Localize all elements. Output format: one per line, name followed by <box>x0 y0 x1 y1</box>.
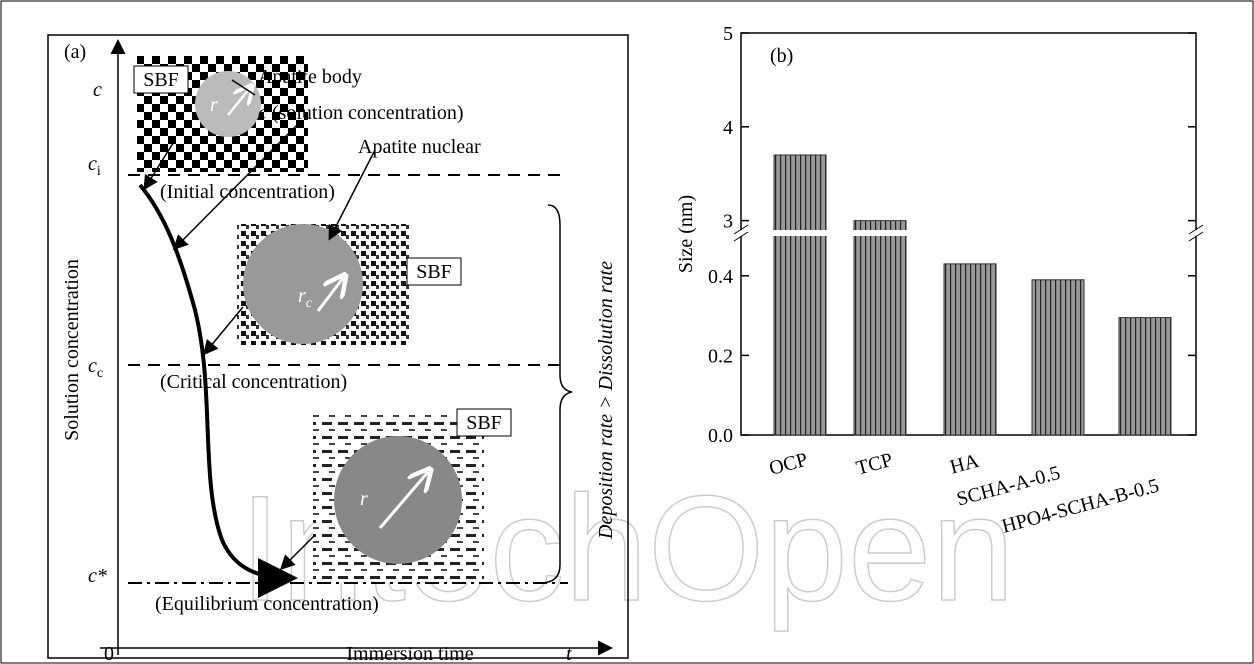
sbf-label: SBF <box>143 69 179 91</box>
y-tick-label: 5 <box>723 23 733 45</box>
y-tick-label: 3 <box>723 211 733 233</box>
break-mark <box>1188 224 1204 235</box>
panel-frame <box>47 34 629 659</box>
sbf-label: SBF <box>416 261 452 283</box>
y-tick-label: 0.0 <box>708 425 733 447</box>
bar <box>853 220 907 436</box>
radius-label: rc <box>298 285 313 311</box>
pointer <box>231 79 256 96</box>
break-mark <box>1188 231 1204 242</box>
radius-label: r <box>210 94 218 116</box>
apatite-circle <box>195 71 261 137</box>
bar <box>943 263 997 436</box>
radius-arrow <box>378 472 428 529</box>
bar <box>773 154 827 436</box>
apatite-circle <box>243 224 363 344</box>
apatite-circle <box>334 436 462 564</box>
bar <box>1118 317 1172 436</box>
pointer <box>172 121 301 251</box>
bar <box>1031 279 1085 436</box>
brace <box>539 204 573 584</box>
axis-symbol: c <box>93 79 102 101</box>
annotation: (Equilibrium concentration) <box>155 593 379 615</box>
annotation: (Initial concentration) <box>160 181 335 203</box>
axis-title: Solution concentration <box>61 259 83 441</box>
pointer <box>203 306 244 356</box>
annotation: Apatite nuclear <box>358 136 481 158</box>
level-symbol: cc <box>88 355 103 381</box>
sbf-box <box>456 408 512 437</box>
sbf-box <box>133 65 189 94</box>
y-tick-label: 4 <box>723 117 733 139</box>
annotation: (Critical concentration) <box>160 371 347 393</box>
origin-label: 0 <box>104 643 114 664</box>
sbf-label: SBF <box>466 412 502 434</box>
break-mark <box>733 224 749 235</box>
radius-arrow <box>316 278 343 312</box>
break-mark <box>733 231 749 242</box>
y-axis-title: Size (nm) <box>675 195 697 273</box>
y-tick-label: 0.2 <box>708 345 733 367</box>
annotation: Apatite body <box>258 66 362 88</box>
pointer <box>143 139 176 191</box>
level-symbol: ci <box>88 153 101 179</box>
level-symbol: c* <box>88 565 107 587</box>
pointer <box>279 534 316 571</box>
sbf-box <box>406 257 462 286</box>
panel-label: (b) <box>770 45 793 67</box>
axis-break <box>735 230 1202 236</box>
panel-a: r rc r (a) c ci cc c* 0 t Solution conce… <box>47 34 629 664</box>
pointer <box>328 149 376 241</box>
annotation: c (solution concentration) <box>258 102 464 124</box>
axis-title: Immersion time <box>346 643 473 664</box>
concentration-curve <box>138 183 298 598</box>
radius-label: r <box>360 488 368 510</box>
rate-note: Deposition rate > Dissolution rate <box>595 261 617 540</box>
axis-symbol: t <box>566 643 572 664</box>
radius-arrow <box>227 88 250 116</box>
panel-label: (a) <box>64 41 86 63</box>
y-tick-label: 0.4 <box>708 266 733 288</box>
